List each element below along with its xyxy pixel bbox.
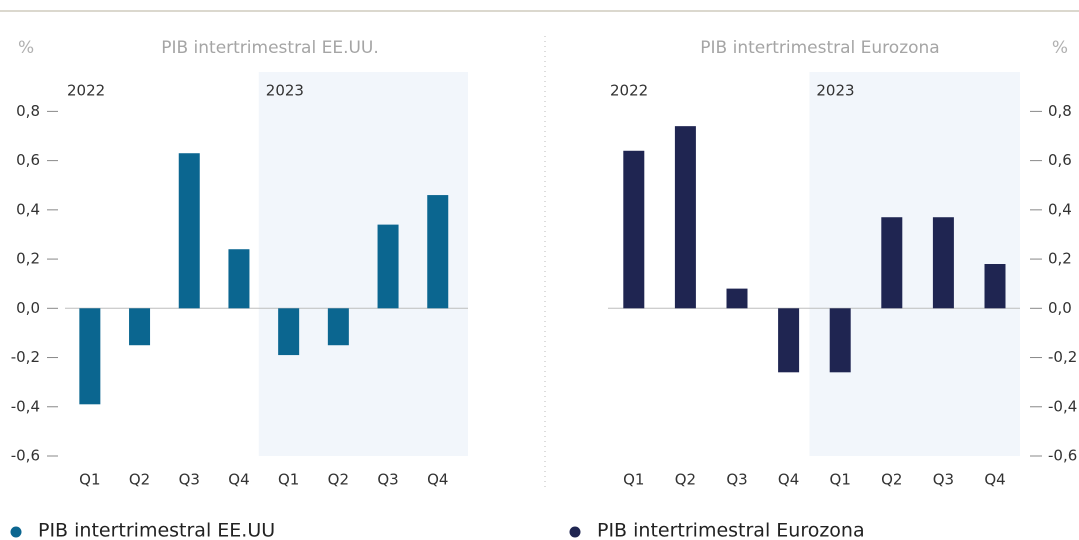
x-tick-label: Q4 bbox=[778, 471, 799, 489]
x-tick-label: Q1 bbox=[278, 471, 299, 489]
y-tick-label: -0,4 bbox=[11, 397, 40, 415]
y-tick-label: 0,8 bbox=[16, 102, 40, 120]
x-tick-label: Q4 bbox=[984, 471, 1005, 489]
y-tick-label: 0,0 bbox=[1048, 299, 1072, 317]
bar bbox=[778, 308, 800, 373]
y-tick-label: 0,8 bbox=[1048, 102, 1072, 120]
y-tick-label: -0,2 bbox=[1048, 348, 1077, 366]
x-tick-label: Q2 bbox=[129, 471, 150, 489]
x-tick-label: Q4 bbox=[427, 471, 448, 489]
x-tick-label: Q3 bbox=[179, 471, 200, 489]
legend-label: PIB intertrimestral Eurozona bbox=[597, 520, 865, 540]
bar bbox=[829, 308, 851, 373]
bar bbox=[79, 308, 101, 405]
y-tick-label: 0,4 bbox=[1048, 200, 1072, 218]
y-tick-label: -0,2 bbox=[11, 348, 40, 366]
x-tick-label: Q1 bbox=[623, 471, 644, 489]
bar bbox=[278, 308, 300, 356]
y-tick-label: 0,2 bbox=[1048, 250, 1072, 268]
x-tick-label: Q1 bbox=[79, 471, 100, 489]
bar bbox=[327, 308, 349, 346]
x-tick-label: Q1 bbox=[830, 471, 851, 489]
y-tick-label: 0,6 bbox=[1048, 151, 1072, 169]
y-tick-label: -0,6 bbox=[11, 447, 40, 465]
year-label: 2023 bbox=[816, 82, 854, 100]
chart-title: PIB intertrimestral EE.UU. bbox=[161, 38, 379, 58]
bar bbox=[377, 224, 399, 309]
bar bbox=[984, 264, 1006, 309]
bar bbox=[881, 217, 903, 309]
bar bbox=[178, 153, 200, 309]
y-tick-label: 0,0 bbox=[16, 299, 40, 317]
y-tick-label: 0,2 bbox=[16, 250, 40, 268]
y-tick-label: -0,4 bbox=[1048, 397, 1077, 415]
x-tick-label: Q2 bbox=[328, 471, 349, 489]
bar bbox=[427, 195, 449, 309]
bar bbox=[674, 126, 696, 309]
legend-marker bbox=[569, 526, 581, 538]
legend-marker bbox=[10, 526, 22, 538]
x-tick-label: Q3 bbox=[377, 471, 398, 489]
bar bbox=[932, 217, 954, 309]
year-label: 2023 bbox=[266, 82, 304, 100]
x-tick-label: Q2 bbox=[881, 471, 902, 489]
chart-title: PIB intertrimestral Eurozona bbox=[700, 38, 939, 58]
unit-label: % bbox=[18, 38, 34, 58]
unit-label: % bbox=[1052, 38, 1068, 58]
x-tick-label: Q3 bbox=[933, 471, 954, 489]
year-label: 2022 bbox=[67, 82, 105, 100]
bar bbox=[726, 288, 748, 309]
y-tick-label: 0,4 bbox=[16, 200, 40, 218]
x-tick-label: Q2 bbox=[675, 471, 696, 489]
year-label: 2022 bbox=[610, 82, 648, 100]
x-tick-label: Q4 bbox=[228, 471, 249, 489]
bar bbox=[623, 150, 645, 309]
bar bbox=[129, 308, 151, 346]
y-tick-label: 0,6 bbox=[16, 151, 40, 169]
bar bbox=[228, 249, 250, 309]
legend-label: PIB intertrimestral EE.UU bbox=[38, 520, 275, 540]
x-tick-label: Q3 bbox=[726, 471, 747, 489]
y-tick-label: -0,6 bbox=[1048, 447, 1077, 465]
